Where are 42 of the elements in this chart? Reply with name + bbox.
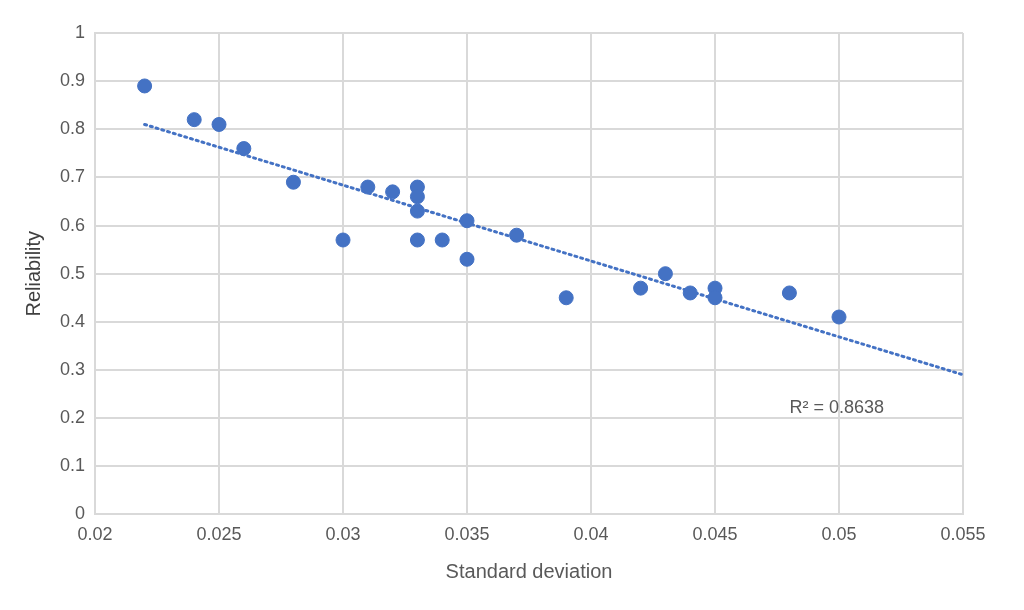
point bbox=[781, 285, 797, 301]
y-axis-title: Reliability bbox=[21, 230, 44, 317]
point bbox=[409, 203, 425, 219]
point bbox=[434, 232, 450, 248]
y-tick-label: 0.5 bbox=[59, 262, 86, 283]
point bbox=[831, 309, 847, 325]
annotation: R² = 0.8638 bbox=[789, 397, 884, 418]
point bbox=[137, 78, 153, 94]
y-tick-label: 0 bbox=[75, 503, 86, 524]
point bbox=[186, 112, 202, 128]
point bbox=[360, 179, 376, 195]
point bbox=[285, 174, 301, 190]
x-tick-label: 0.055 bbox=[940, 524, 986, 545]
point bbox=[682, 285, 698, 301]
y-tick-label: 0.8 bbox=[59, 118, 86, 139]
y-tick-label: 0.9 bbox=[59, 70, 86, 91]
y-tick-label: 1 bbox=[75, 21, 86, 42]
x-tick-label: 0.035 bbox=[444, 524, 490, 545]
x-tick-label: 0.03 bbox=[325, 524, 361, 545]
y-tick-label: 0.3 bbox=[59, 358, 86, 379]
x-tick-label: 0.025 bbox=[196, 524, 242, 545]
y-tick-label: 0.6 bbox=[59, 214, 86, 235]
point bbox=[558, 290, 574, 306]
point bbox=[385, 184, 401, 200]
point bbox=[211, 116, 227, 132]
x-axis-title: Standard deviation bbox=[445, 559, 613, 582]
point bbox=[459, 213, 475, 229]
y-tick-label: 0.7 bbox=[59, 166, 86, 187]
y-tick-label: 0.1 bbox=[59, 455, 86, 476]
point bbox=[657, 266, 673, 282]
x-tick-label: 0.045 bbox=[692, 524, 738, 545]
y-tick-label: 0.4 bbox=[59, 310, 86, 331]
x-tick-label: 0.05 bbox=[821, 524, 857, 545]
x-tick-label: 0.02 bbox=[77, 524, 113, 545]
point bbox=[236, 141, 252, 157]
point bbox=[335, 232, 351, 248]
point bbox=[409, 232, 425, 248]
x-tick-label: 0.04 bbox=[573, 524, 609, 545]
point bbox=[633, 280, 649, 296]
y-tick-label: 0.2 bbox=[59, 407, 86, 428]
point bbox=[509, 227, 525, 243]
point bbox=[459, 251, 475, 267]
